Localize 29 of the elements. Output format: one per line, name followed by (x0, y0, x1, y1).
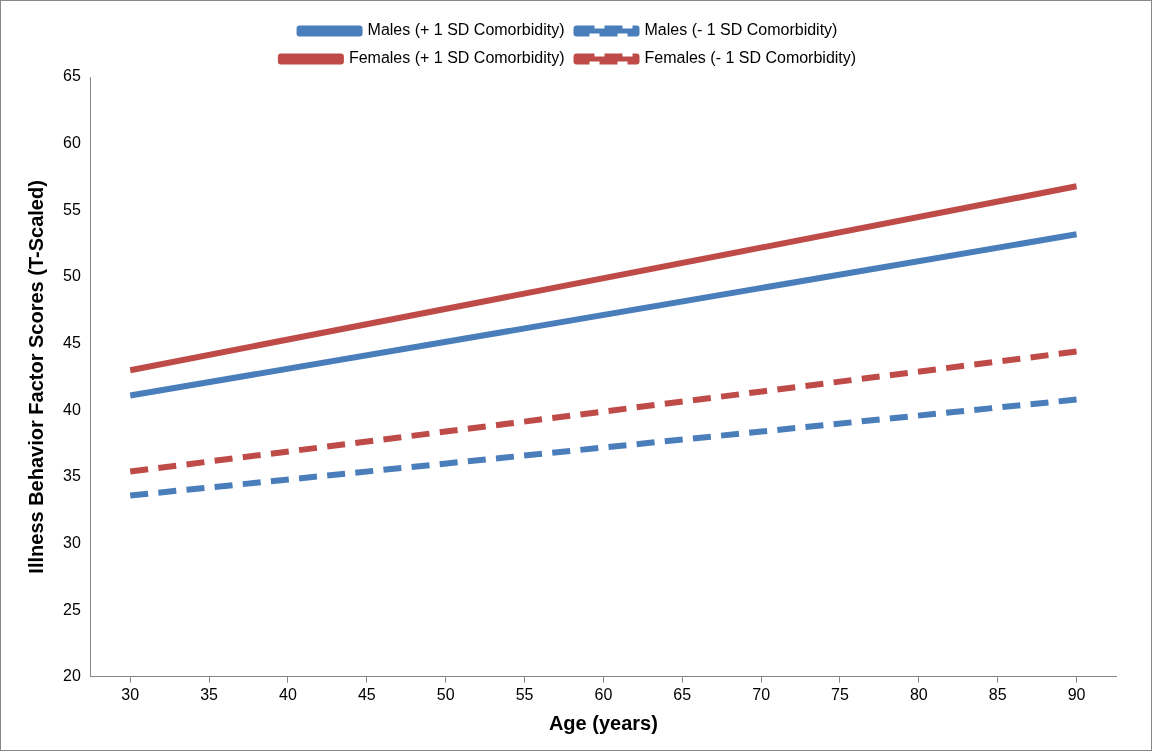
x-tick-label: 70 (752, 685, 771, 703)
x-axis-title: Age (years) (548, 711, 658, 734)
y-tick-label: 35 (63, 467, 81, 485)
x-tick-label: 45 (357, 685, 376, 703)
x-tick-label: 75 (831, 685, 849, 703)
x-tick-label: 30 (121, 685, 140, 703)
x-tick-label: 35 (200, 685, 219, 703)
x-tick-label: 85 (988, 685, 1007, 703)
x-tick-label: 80 (909, 685, 928, 703)
y-tick-label: 25 (63, 600, 81, 618)
y-tick-label: 45 (63, 333, 81, 351)
legend-label: Males (- 1 SD Comorbidity) (644, 21, 838, 39)
x-tick-label: 65 (673, 685, 692, 703)
legend-label: Females (+ 1 SD Comorbidity) (348, 49, 565, 67)
y-tick-label: 65 (63, 67, 81, 85)
y-tick-label: 60 (63, 134, 81, 152)
x-tick-label: 55 (515, 685, 534, 703)
y-tick-label: 20 (63, 667, 81, 685)
y-tick-label: 55 (63, 200, 81, 218)
y-axis-title: Illness Behavior Factor Scores (T-Scaled) (24, 180, 47, 574)
y-tick-label: 30 (63, 533, 81, 551)
x-tick-label: 90 (1067, 685, 1086, 703)
y-tick-label: 50 (63, 267, 81, 285)
x-tick-label: 40 (279, 685, 297, 703)
x-tick-label: 50 (436, 685, 455, 703)
legend-label: Males (+ 1 SD Comorbidity) (367, 21, 565, 39)
y-tick-label: 40 (63, 400, 81, 418)
x-tick-label: 60 (594, 685, 613, 703)
legend-label: Females (- 1 SD Comorbidity) (644, 49, 857, 67)
